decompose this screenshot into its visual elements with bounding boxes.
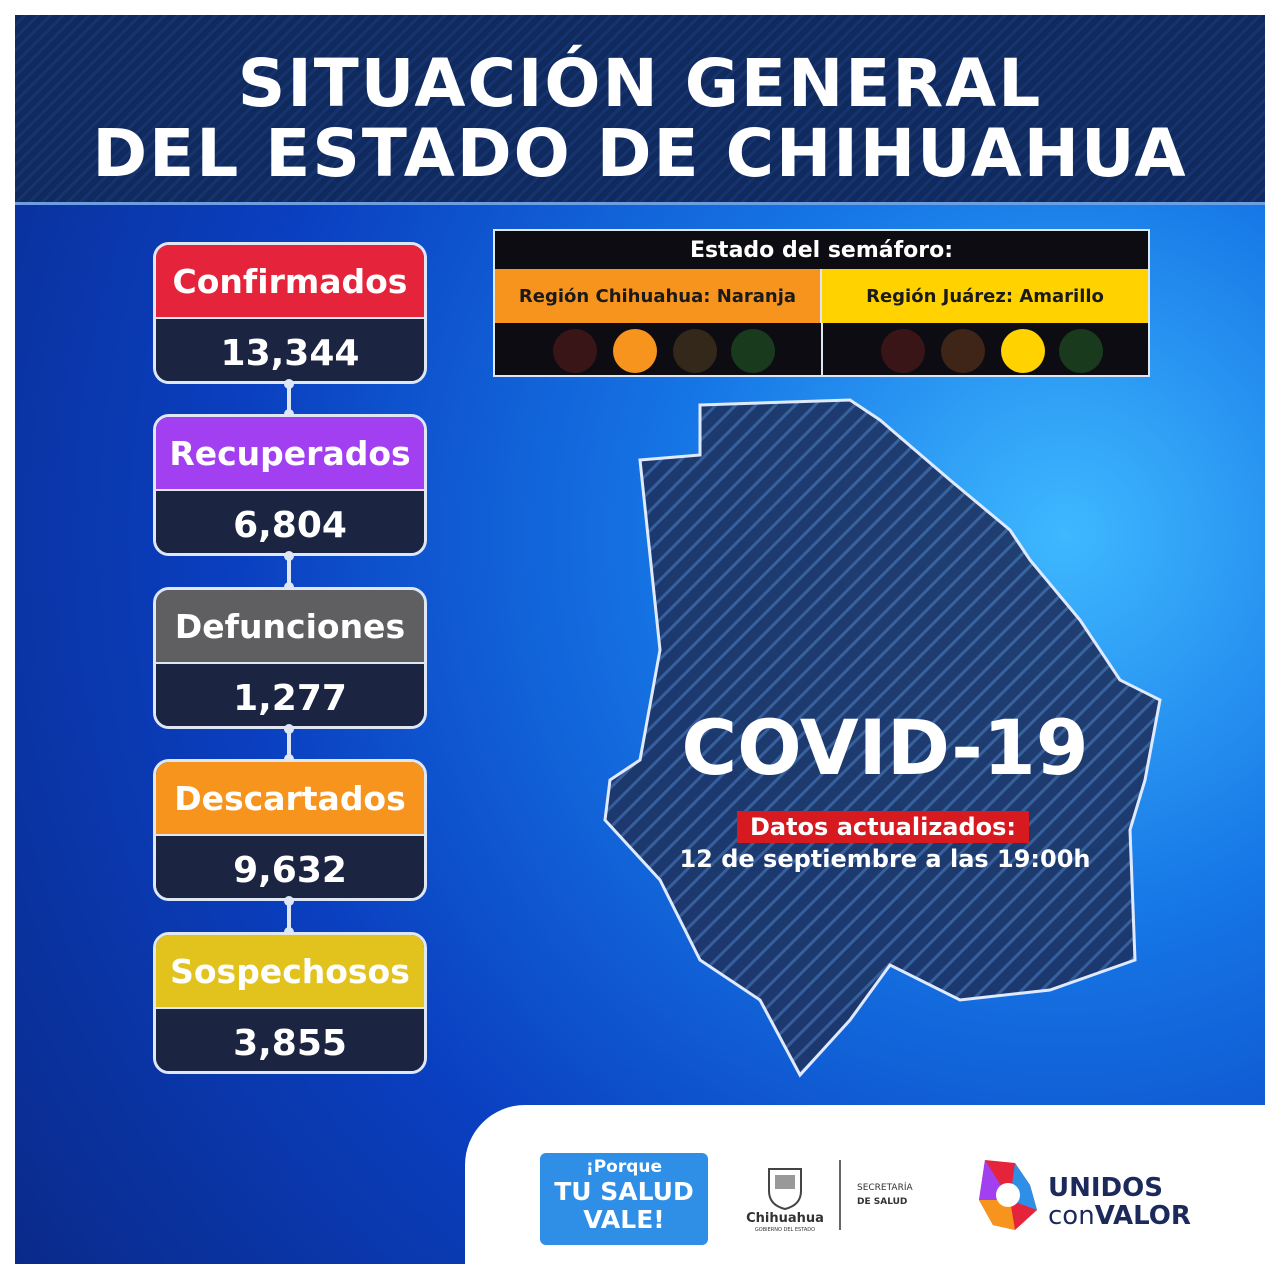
stat-label: Defunciones [156, 590, 424, 662]
covid-title: COVID-19 [681, 703, 1089, 792]
connector [287, 384, 291, 414]
connector [287, 556, 291, 587]
updated-date: 12 de septiembre a las 19:00h [679, 845, 1091, 873]
title-line: SITUACIÓN GENERAL [237, 45, 1043, 122]
campaign-text: VALE! [583, 1205, 665, 1234]
stat-label: Confirmados [156, 245, 424, 317]
updated-label: Datos actualizados: [737, 811, 1029, 843]
stat-value: 3,855 [156, 1007, 424, 1071]
stat-box: Defunciones 1,277 [153, 587, 427, 729]
secretaria: SECRETARÍA [857, 1183, 913, 1193]
footer: ¡Porque TU SALUD VALE! Chihuahua GOBIERN… [465, 1105, 1265, 1265]
slogan-bottom: conVALOR [1048, 1201, 1191, 1231]
stat-value: 13,344 [156, 317, 424, 381]
stat-value: 9,632 [156, 834, 424, 898]
connector-dot [284, 551, 294, 561]
connector-dot [284, 724, 294, 734]
stat-value: 1,277 [156, 662, 424, 726]
semaforo: Estado del semáforo: Región Chihuahua: N… [493, 229, 1150, 377]
stat-value: 6,804 [156, 489, 424, 553]
region-label: Región Chihuahua: Naranja [495, 269, 822, 323]
stat-label: Recuperados [156, 417, 424, 489]
stat-box: Sospechosos 3,855 [153, 932, 427, 1074]
header: SITUACIÓN GENERAL DEL ESTADO DE CHIHUAHU… [15, 15, 1265, 205]
light [613, 329, 657, 373]
stat-box: Descartados 9,632 [153, 759, 427, 901]
secretaria: DE SALUD [857, 1197, 908, 1207]
stat-label: Sospechosos [156, 935, 424, 1007]
slogan-top: UNIDOS [1048, 1173, 1163, 1203]
light [941, 329, 985, 373]
light [1059, 329, 1103, 373]
slogan-con: con [1048, 1201, 1095, 1231]
title-line: DEL ESTADO DE CHIHUAHUA [92, 115, 1188, 192]
connector-dot [284, 379, 294, 389]
light [1001, 329, 1045, 373]
light [553, 329, 597, 373]
campaign-text: TU SALUD [554, 1177, 694, 1206]
semaforo-title: Estado del semáforo: [689, 237, 954, 263]
campaign-text: ¡Porque [585, 1157, 663, 1177]
slogan-valor: VALOR [1094, 1201, 1191, 1231]
region-label: Región Juárez: Amarillo [822, 269, 1148, 323]
connector [287, 901, 291, 932]
light [881, 329, 925, 373]
stat-label: Descartados [156, 762, 424, 834]
connector [287, 729, 291, 759]
stat-box: Confirmados 13,344 [153, 242, 427, 384]
light [673, 329, 717, 373]
gov-subtitle: GOBIERNO DEL ESTADO [754, 1227, 816, 1233]
light [731, 329, 775, 373]
coat-of-arms [768, 1168, 802, 1210]
infographic: SITUACIÓN GENERAL DEL ESTADO DE CHIHUAHU… [15, 15, 1265, 1264]
campaign-badge: ¡Porque TU SALUD VALE! [540, 1153, 708, 1245]
state-map [603, 398, 1162, 1078]
connector-dot [284, 896, 294, 906]
unidos-logo [979, 1160, 1037, 1230]
gov-name: Chihuahua [746, 1211, 824, 1226]
stat-box: Recuperados 6,804 [153, 414, 427, 556]
